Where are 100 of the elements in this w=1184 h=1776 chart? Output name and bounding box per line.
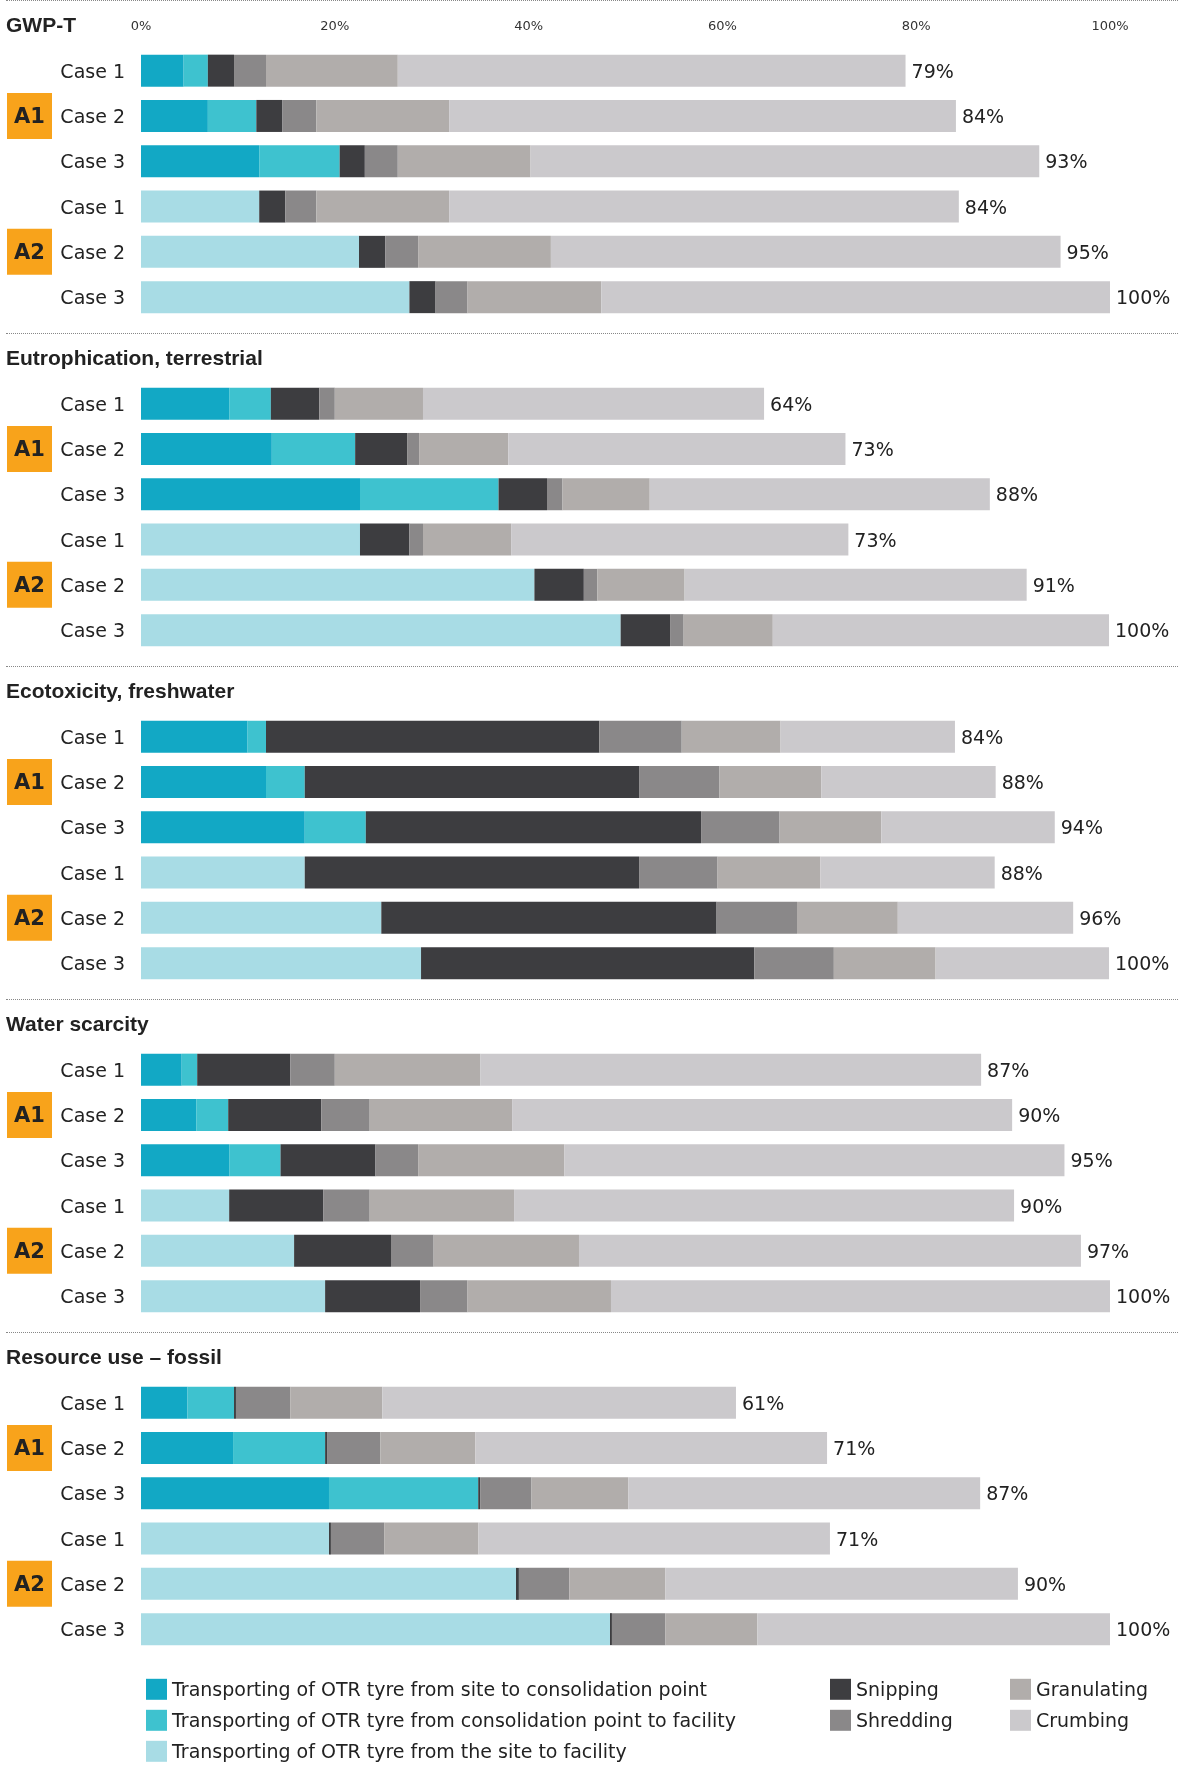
total-label: 61% <box>741 1391 785 1414</box>
y-tick-label: Case 3 <box>60 1285 125 1308</box>
y-tick-label: Case 1 <box>60 725 125 748</box>
bar <box>385 235 419 268</box>
bar <box>530 145 1040 178</box>
total-label: 100% <box>1115 952 1170 975</box>
bar <box>780 720 955 753</box>
bar <box>433 1234 579 1267</box>
bar <box>391 1234 434 1267</box>
total-label: 95% <box>1066 240 1109 263</box>
text: A2 <box>14 572 45 597</box>
chart-title: Eutrophication, terrestrial <box>6 346 263 369</box>
total-label: 88% <box>995 483 1039 506</box>
y-tick-label: Case 2 <box>60 104 125 127</box>
y-tick-label: Case 3 <box>60 952 125 975</box>
bar <box>610 1280 1110 1313</box>
bar <box>141 145 260 178</box>
x-tick-label: 0% <box>130 18 152 33</box>
bar <box>259 190 286 223</box>
bar <box>420 1280 468 1313</box>
y-tick-label: Case 2 <box>60 770 125 793</box>
bar <box>421 947 755 980</box>
bar <box>381 901 717 934</box>
legend-label: Snipping <box>856 1678 939 1701</box>
bar <box>141 1431 234 1464</box>
bar <box>534 568 584 601</box>
total-label: 93% <box>1045 150 1088 173</box>
total-label: 64% <box>770 392 813 415</box>
bar <box>449 190 959 223</box>
bar <box>397 54 906 87</box>
y-tick-label: Case 1 <box>60 1391 125 1414</box>
total-label: 91% <box>1032 573 1075 596</box>
bar <box>141 1522 329 1555</box>
y-tick-label: Case 3 <box>60 1149 125 1172</box>
bar <box>409 523 423 556</box>
total-label: 90% <box>1018 1103 1061 1126</box>
y-tick-label: Case 1 <box>60 392 125 415</box>
bar <box>280 1144 376 1177</box>
total-label: 97% <box>1086 1239 1130 1262</box>
y-tick-label: Case 1 <box>60 1194 125 1217</box>
bar <box>294 1234 391 1267</box>
bar <box>384 1522 479 1555</box>
bar <box>797 901 898 934</box>
bar <box>228 1098 322 1131</box>
legend-label: Transporting of OTR tyre from consolidation point to facility <box>171 1709 737 1732</box>
bar <box>323 1189 370 1222</box>
bar <box>196 1098 229 1131</box>
bar <box>141 720 248 753</box>
bar <box>141 281 410 314</box>
bar <box>569 1567 666 1600</box>
bar <box>304 765 640 798</box>
bar <box>418 1144 565 1177</box>
bar <box>259 145 340 178</box>
bar <box>328 1477 479 1510</box>
bar <box>304 856 640 889</box>
bar <box>141 387 230 420</box>
legend-label: Crumbing <box>1036 1709 1130 1732</box>
bar <box>475 1431 828 1464</box>
bar <box>285 190 317 223</box>
total-label: 100% <box>1116 1285 1171 1308</box>
bar <box>141 1567 516 1600</box>
total-label: 71% <box>833 1436 876 1459</box>
legend-label: Shredding <box>856 1709 953 1732</box>
bar <box>512 1098 1013 1131</box>
text: A2 <box>14 1571 45 1596</box>
y-tick-label: Case 2 <box>60 573 125 596</box>
total-label: 94% <box>1060 816 1103 839</box>
total-label: 84% <box>960 725 1004 748</box>
bar <box>282 99 317 132</box>
total-label: 84% <box>964 195 1008 218</box>
bar <box>316 99 450 132</box>
bar <box>141 811 305 844</box>
bar <box>833 947 936 980</box>
bar <box>550 235 1061 268</box>
total-label: 71% <box>835 1527 879 1550</box>
bar <box>467 1280 611 1313</box>
bar <box>141 1144 230 1177</box>
x-tick-label: 60% <box>707 18 737 33</box>
bar <box>270 387 320 420</box>
total-label: 88% <box>1001 770 1044 793</box>
bar <box>639 765 720 798</box>
bar <box>141 1053 182 1086</box>
bar <box>141 432 272 465</box>
total-label: 95% <box>1070 1149 1113 1172</box>
bar <box>681 720 781 753</box>
bar <box>304 811 366 844</box>
total-label: 84% <box>961 104 1005 127</box>
y-tick-label: Case 2 <box>60 906 125 929</box>
text: A2 <box>14 239 45 264</box>
bar <box>597 568 685 601</box>
bar <box>330 1522 385 1555</box>
bar <box>480 1053 982 1086</box>
y-tick-label: Case 3 <box>60 1482 125 1505</box>
bar <box>684 568 1027 601</box>
bar <box>611 1613 666 1646</box>
bar <box>435 281 468 314</box>
bar <box>141 235 360 268</box>
bar <box>578 1234 1081 1267</box>
bar <box>141 765 266 798</box>
y-tick-label: Case 1 <box>60 1527 125 1550</box>
